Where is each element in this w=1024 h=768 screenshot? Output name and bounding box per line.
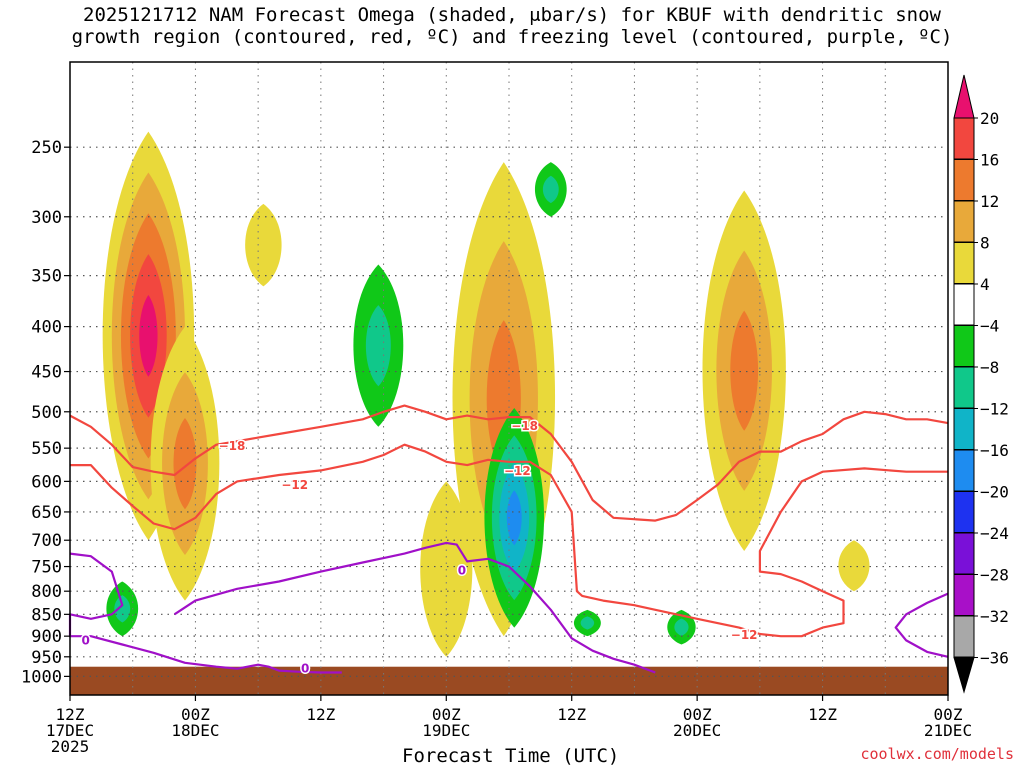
x-tick-label: 21DEC	[924, 721, 972, 740]
colorbar-bin-8	[953, 408, 975, 450]
contour-line-2	[68, 552, 342, 674]
colorbar-bin-12	[953, 574, 975, 616]
x-tick-label: 20DEC	[673, 721, 721, 740]
y-tick-label: 850	[31, 605, 62, 625]
colorbar-bin-4	[953, 242, 975, 284]
x-tick-label: 17DEC	[46, 721, 94, 740]
contour-label-7: 0	[301, 662, 309, 676]
y-tick-label: 700	[31, 531, 62, 551]
omega-area-10-12	[730, 310, 759, 431]
colorbar-bin-11	[953, 532, 975, 575]
y-axis: 2503003504004505005506006507007508008509…	[21, 138, 70, 687]
x-tick-label: 12Z	[808, 705, 837, 724]
contour-label-4: −12	[731, 628, 758, 642]
omega-area-3-8	[365, 305, 391, 387]
contour-label-2: −12	[281, 478, 308, 492]
colorbar-arrow-top	[953, 74, 975, 119]
omega-area-11-4	[838, 540, 870, 592]
colorbar-label: −28	[980, 566, 1009, 585]
omega-area-0-20	[139, 295, 158, 377]
y-tick-label: 500	[31, 403, 62, 423]
x-tick-label: 2025	[51, 737, 90, 756]
contour-line-1	[70, 443, 948, 638]
contour-label-3: −12	[504, 464, 531, 478]
x-tick-label: 00Z	[683, 705, 712, 724]
colorbar: 20 16 12 8 4 −4 −8 −12 −16 −20 −24 −28 −32 −36	[953, 74, 1009, 694]
colorbar-label: 20	[980, 109, 999, 128]
contour-label-6: 0	[458, 564, 466, 578]
colorbar-bin-10	[953, 491, 975, 533]
grid-lines	[70, 62, 948, 695]
plot-frame	[69, 61, 949, 696]
y-tick-label: 800	[31, 582, 62, 602]
contour-label-5: 0	[81, 633, 89, 647]
contour-label-1: −18	[511, 419, 538, 433]
contour-line-0	[69, 404, 949, 522]
y-tick-label: 300	[31, 208, 62, 228]
y-tick-label: 650	[31, 503, 62, 523]
x-tick-label: 12Z	[557, 705, 586, 724]
colorbar-label: 4	[980, 275, 990, 294]
x-axis-title: Forecast Time (UTC)	[402, 745, 620, 767]
y-tick-label: 550	[31, 439, 62, 459]
contour-line-3	[173, 541, 656, 674]
x-tick-label: 18DEC	[171, 721, 219, 740]
colorbar-label: −24	[980, 524, 1009, 543]
colorbar-label: 8	[980, 234, 990, 253]
contours: −18 −18 −12 −12 −12 0 0 0	[68, 404, 949, 677]
y-tick-label: 600	[31, 472, 62, 492]
omega-area-8-8	[580, 616, 595, 630]
credit-link[interactable]: coolwx.com/models	[860, 745, 1014, 763]
y-tick-label: 950	[31, 648, 62, 668]
y-tick-label: 350	[31, 267, 62, 287]
contour-line-4	[894, 592, 949, 658]
x-tick-label: 12Z	[306, 705, 335, 724]
y-tick-label: 1000	[21, 667, 62, 687]
chart-title-line-1: 2025121712 NAM Forecast Omega (shaded, μ…	[83, 4, 941, 26]
colorbar-bin-9	[953, 449, 975, 492]
colorbar-label: −36	[980, 649, 1009, 668]
x-tick-label: 00Z	[181, 705, 210, 724]
colorbar-bin-2	[953, 159, 975, 201]
contour-label-0: −18	[219, 439, 246, 453]
omega-area-9-8	[674, 618, 689, 636]
colorbar-label: 16	[980, 151, 999, 170]
colorbar-label: −16	[980, 441, 1009, 460]
colorbar-label: −20	[980, 483, 1009, 502]
colorbar-bin-6	[953, 325, 975, 367]
omega-shading	[102, 131, 870, 657]
omega-area-7-8	[542, 175, 559, 204]
colorbar-label: −8	[980, 358, 999, 377]
omega-area-1-12	[173, 417, 197, 510]
x-tick-label: 00Z	[934, 705, 963, 724]
colorbar-bin-5	[953, 283, 975, 326]
x-tick-label: 19DEC	[422, 721, 470, 740]
colorbar-bin-13	[953, 615, 975, 658]
y-tick-label: 400	[31, 318, 62, 338]
omega-area-6-16	[506, 490, 522, 546]
y-tick-label: 450	[31, 363, 62, 383]
y-tick-label: 750	[31, 558, 62, 578]
y-tick-label: 250	[31, 138, 62, 158]
omega-area-2-4	[245, 203, 282, 287]
colorbar-label: 12	[980, 192, 999, 211]
colorbar-bin-3	[953, 200, 975, 243]
y-tick-label: 900	[31, 627, 62, 647]
omega-area-4-8	[114, 595, 131, 623]
colorbar-bin-1	[953, 117, 975, 160]
colorbar-bin-7	[953, 366, 975, 409]
colorbar-label: −32	[980, 607, 1009, 626]
colorbar-arrow-bottom	[953, 657, 975, 694]
colorbar-label: −4	[980, 317, 999, 336]
x-tick-label: 00Z	[432, 705, 461, 724]
x-tick-label: 12Z	[56, 705, 85, 724]
colorbar-label: −12	[980, 400, 1009, 419]
chart-title-line-2: growth region (contoured, red, ºC) and f…	[71, 26, 953, 48]
